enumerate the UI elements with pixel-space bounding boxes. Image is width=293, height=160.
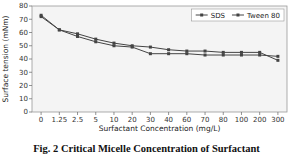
series-marker <box>149 46 152 49</box>
series-marker <box>58 28 61 31</box>
y-tick-label: 10 <box>19 95 28 103</box>
y-tick <box>29 59 32 60</box>
series-marker <box>276 55 279 58</box>
legend-frame <box>192 9 284 21</box>
legend-handle <box>232 15 244 16</box>
series-marker <box>240 54 243 57</box>
series-marker <box>149 52 152 55</box>
x-tick <box>223 112 224 115</box>
x-tick-label: 20 <box>128 116 137 124</box>
series-marker <box>204 54 207 57</box>
y-tick <box>29 85 32 86</box>
x-tick <box>59 112 60 115</box>
x-tick-label: 80 <box>219 116 228 124</box>
y-tick <box>29 45 32 46</box>
x-tick-label: 100 <box>235 116 248 124</box>
series-marker <box>112 44 115 47</box>
y-tick <box>29 98 32 99</box>
y-axis-label: Surface tension (mNm) <box>1 15 10 102</box>
legend-handle <box>196 15 208 16</box>
legend-label: Tween 80 <box>246 12 280 20</box>
x-tick <box>113 112 114 115</box>
y-tick-label: 50 <box>19 42 28 50</box>
series-marker <box>185 52 188 55</box>
y-tick-label: 60 <box>19 29 28 37</box>
x-tick <box>277 112 278 115</box>
series-marker <box>258 51 261 54</box>
x-tick <box>77 112 78 115</box>
series-marker <box>222 54 225 57</box>
series-marker <box>94 40 97 43</box>
y-tick-label: 20 <box>19 82 28 90</box>
x-tick <box>41 112 42 115</box>
x-tick-label: 10 <box>110 116 119 124</box>
x-tick <box>205 112 206 115</box>
x-tick-label: 300 <box>271 116 284 124</box>
y-tick-label: 0 <box>24 108 28 116</box>
y-tick <box>29 19 32 20</box>
x-tick-label: 60 <box>182 116 191 124</box>
x-tick <box>241 112 242 115</box>
series-marker <box>76 35 79 38</box>
legend-label: SDS <box>211 12 226 20</box>
series-marker <box>40 14 43 17</box>
legend-marker <box>236 14 239 17</box>
x-tick-label: 0 <box>39 116 43 124</box>
title: Fig. 2 Critical Micelle Concentration of… <box>33 143 260 154</box>
series-marker <box>131 44 134 47</box>
legend-marker <box>200 14 203 17</box>
x-tick-label: 30 <box>146 116 155 124</box>
y-tick-label: 40 <box>19 55 28 63</box>
series-marker <box>258 54 261 57</box>
x-tick <box>259 112 260 115</box>
series-marker <box>240 51 243 54</box>
x-tick-label: 2.5 <box>72 116 83 124</box>
x-tick <box>186 112 187 115</box>
y-tick <box>29 72 32 73</box>
plot-frame <box>32 6 287 112</box>
x-tick-label: 40 <box>164 116 173 124</box>
x-tick <box>150 112 151 115</box>
y-tick <box>29 112 32 113</box>
series-marker <box>185 50 188 53</box>
x-tick-label: 1.25 <box>52 116 68 124</box>
y-tick <box>29 6 32 7</box>
series-marker <box>222 51 225 54</box>
y-tick-label: 70 <box>19 16 28 24</box>
series-line <box>41 15 278 60</box>
x-tick-label: 200 <box>253 116 266 124</box>
x-axis-label: Surfactant Concentration (mg/L) <box>99 124 221 133</box>
series-marker <box>276 59 279 62</box>
series-marker <box>76 32 79 35</box>
x-tick <box>95 112 96 115</box>
y-tick-label: 30 <box>19 69 28 77</box>
series-marker <box>167 48 170 51</box>
series-marker <box>167 52 170 55</box>
legend: SDS Tween 80 <box>192 9 284 21</box>
x-tick <box>132 112 133 115</box>
series-line <box>41 17 278 57</box>
x-tick-label: 70 <box>201 116 210 124</box>
chart: 0 10 20 30 40 50 60 70 80 0 1.25 2.5 5 10 20 30 40 60 70 80… <box>0 0 293 160</box>
y-tick-label: 80 <box>19 2 28 10</box>
x-tick <box>168 112 169 115</box>
y-tick <box>29 32 32 33</box>
series-marker <box>94 38 97 41</box>
x-tick-label: 5 <box>94 116 98 124</box>
series-marker <box>204 50 207 53</box>
series-marker <box>58 28 61 31</box>
series-marker <box>112 42 115 45</box>
